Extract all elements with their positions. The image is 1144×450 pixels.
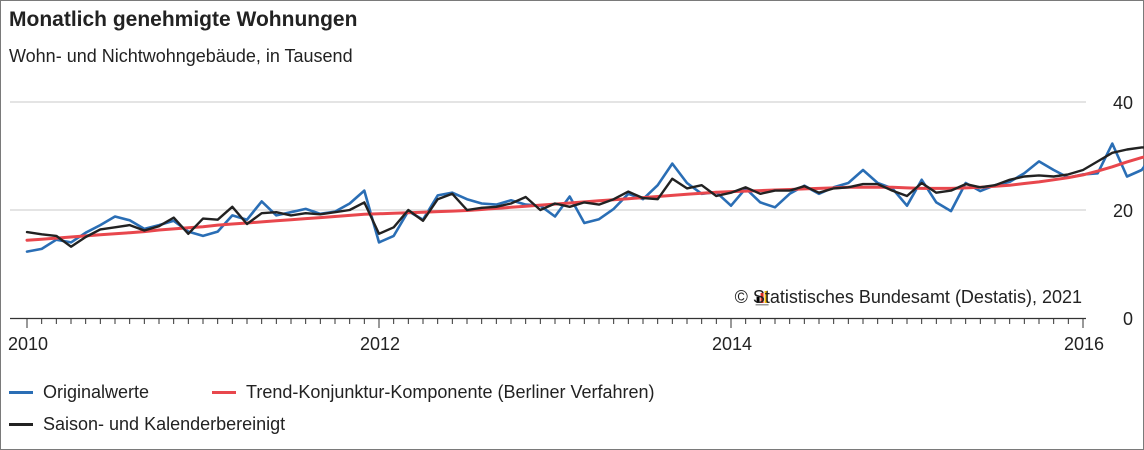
legend-swatch-original [9, 391, 33, 394]
x-tick-label: 2012 [360, 334, 400, 354]
logo-base [755, 304, 769, 306]
copyright-note: © Statistisches Bundesamt (Destatis), 20… [735, 287, 1082, 307]
legend-label-adjusted: Saison- und Kalenderbereinigt [43, 414, 286, 434]
x-axis: 201020122014201620182020 [8, 317, 1104, 354]
legend-swatch-adjusted [9, 423, 33, 426]
x-tick-label: 2016 [1064, 334, 1104, 354]
y-axis-labels: 0 20 40 [1113, 93, 1133, 329]
destatis-logo-icon [755, 291, 769, 306]
legend-item-original: Originalwerte [9, 382, 149, 403]
logo-bar [756, 297, 760, 303]
copyright-text: © Statistisches Bundesamt (Destatis), 20… [735, 287, 1082, 307]
series-lines [25, 142, 1144, 253]
legend-label-trend: Trend-Konjunktur-Komponente (Berliner Ve… [246, 382, 655, 402]
legend-item-adjusted: Saison- und Kalenderbereinigt [9, 414, 285, 435]
legend-swatch-trend [212, 391, 236, 394]
chart-title: Monatlich genehmigte Wohnungen [9, 8, 358, 31]
series-line-adjusted [25, 146, 1144, 248]
x-tick-label: 2010 [8, 334, 48, 354]
x-tick-label: 2014 [712, 334, 752, 354]
series-line-original [25, 142, 1144, 253]
logo-bar [760, 293, 764, 303]
series-line-trend [25, 155, 1144, 242]
grid-lines [10, 101, 1086, 211]
y-tick-label: 40 [1113, 93, 1133, 113]
y-tick-label: 0 [1123, 309, 1133, 329]
chart-subtitle: Wohn- und Nichtwohngebäude, in Tausend [9, 46, 353, 66]
legend-label-original: Originalwerte [43, 382, 150, 402]
legend-item-trend: Trend-Konjunktur-Komponente (Berliner Ve… [212, 382, 655, 403]
logo-bar [764, 291, 768, 303]
y-tick-label: 20 [1113, 201, 1133, 221]
